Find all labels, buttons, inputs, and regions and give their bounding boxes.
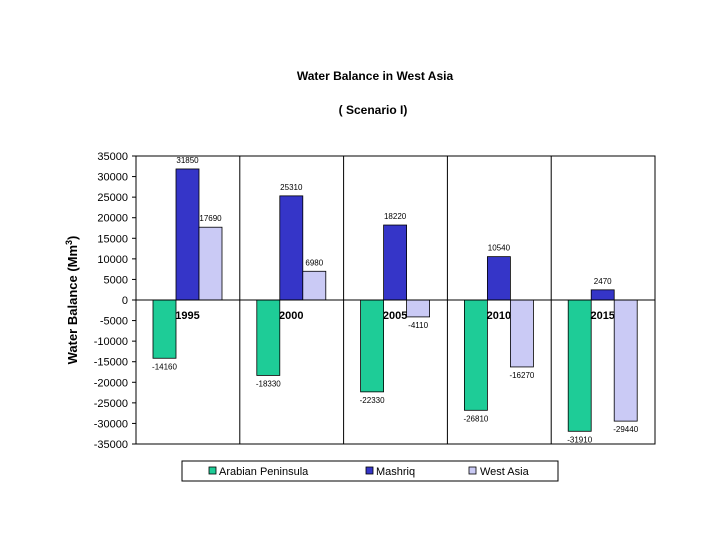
bar (383, 224, 408, 301)
legend-swatch (208, 466, 217, 475)
y-tick-label: 25000 (97, 192, 128, 204)
data-label: 18220 (384, 212, 407, 221)
data-label: -22330 (360, 396, 385, 405)
y-axis-label-main: Water Balance (Mm (65, 245, 80, 364)
bar (509, 299, 534, 368)
data-label: -26810 (463, 414, 488, 423)
bar (152, 299, 177, 359)
bar (302, 270, 327, 301)
y-tick-label: -5000 (100, 316, 128, 328)
data-label: 6980 (305, 258, 323, 267)
y-axis-label-superscript: 3 (64, 240, 74, 245)
y-axis-label-suffix: ) (65, 236, 80, 240)
plot-area: 35000 30000 25000 20000 15000 10000 5000 0 -5000… (94, 151, 656, 451)
x-tick-label: 2010 (487, 310, 511, 322)
x-tick-label: 2005 (383, 310, 407, 322)
legend-label: Arabian Peninsula (219, 466, 309, 478)
legend-swatch (468, 466, 477, 475)
y-tick-label: 15000 (97, 233, 128, 245)
y-tick-label: 20000 (97, 213, 128, 225)
legend: Arabian Peninsula Mashriq West Asia (181, 460, 559, 482)
bar (613, 299, 638, 422)
y-tick-label: 5000 (104, 274, 128, 286)
data-label: 17690 (199, 214, 222, 223)
y-tick-label: 35000 (97, 151, 128, 163)
bar (175, 168, 200, 301)
y-tick-label: -35000 (94, 439, 128, 451)
x-tick-label: 2000 (279, 310, 303, 322)
y-tick-label: -15000 (94, 357, 128, 369)
y-axis-label: Water Balance (Mm3) (64, 236, 80, 365)
data-label: -14160 (152, 362, 177, 371)
data-label: -29440 (613, 425, 638, 434)
bar (406, 299, 431, 318)
y-tick-label: -25000 (94, 398, 128, 410)
y-tick-label: -20000 (94, 377, 128, 389)
y-tick-label: 10000 (97, 254, 128, 266)
bar (463, 299, 488, 411)
bar (360, 299, 385, 393)
bar (567, 299, 592, 432)
bar (256, 299, 281, 376)
data-label: -16270 (509, 371, 534, 380)
y-tick-label: 30000 (97, 172, 128, 184)
legend-swatch (365, 466, 374, 475)
x-tick-label: 1995 (175, 310, 199, 322)
data-label: 31850 (176, 156, 199, 165)
data-label: -4110 (408, 321, 428, 330)
data-label: 25310 (280, 183, 303, 192)
y-tick-label: 0 (122, 295, 128, 307)
y-tick-label: -10000 (94, 336, 128, 348)
chart-subtitle: ( Scenario I) (339, 103, 408, 117)
chart-title: Water Balance in West Asia (297, 69, 454, 83)
legend-label: West Asia (480, 466, 530, 478)
data-label: 2470 (594, 277, 612, 286)
bar (590, 289, 615, 301)
bar (279, 195, 304, 301)
bar (486, 256, 511, 301)
bar (198, 226, 223, 301)
data-label: 10540 (488, 244, 511, 253)
legend-label: Mashriq (376, 466, 415, 478)
y-tick-label: -30000 (94, 418, 128, 430)
x-tick-label: 2015 (590, 310, 614, 322)
data-label: -31910 (567, 435, 592, 444)
data-label: -18330 (256, 379, 281, 388)
